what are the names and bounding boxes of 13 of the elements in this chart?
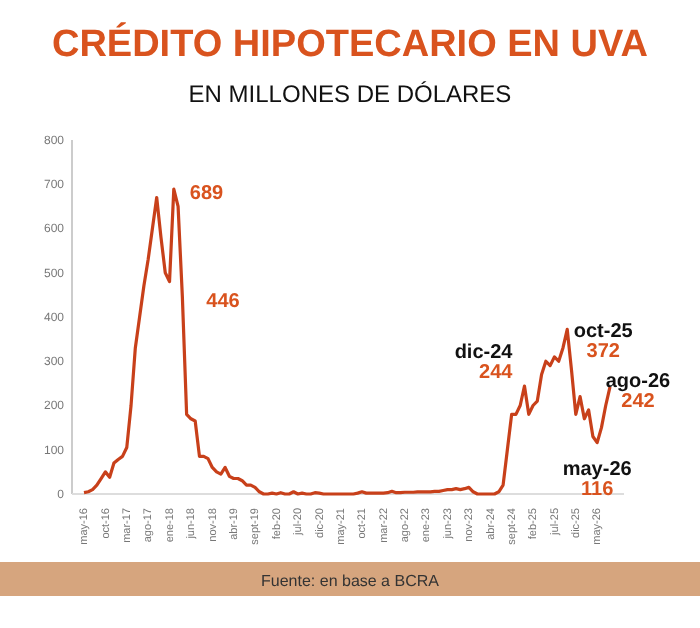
chart-title: CRÉDITO HIPOTECARIO EN UVA xyxy=(51,22,649,66)
data-label: 372 xyxy=(586,341,621,364)
annotation: may-26 xyxy=(562,458,633,481)
annotation: dic-24 xyxy=(454,342,514,365)
annotation: oct-25 xyxy=(573,321,634,344)
chart-subtitle: EN MILLONES DE DÓLARES xyxy=(188,80,512,108)
data-label: 446 xyxy=(206,290,241,313)
data-label: 689 xyxy=(189,183,225,206)
data-label: 244 xyxy=(479,362,514,385)
annotation: ago-26 xyxy=(605,370,672,393)
data-label: 116 xyxy=(581,478,615,501)
data-label: 242 xyxy=(621,390,656,413)
source-note: Fuente: en base a BCRA xyxy=(261,572,441,590)
